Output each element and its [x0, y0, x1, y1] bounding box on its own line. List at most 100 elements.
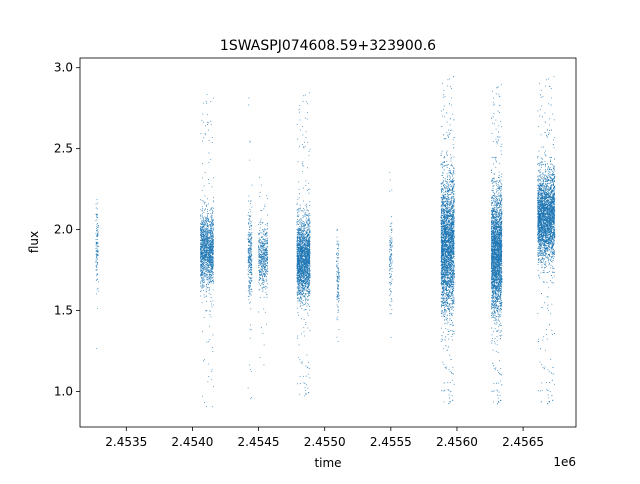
data-point: [391, 267, 393, 269]
data-point: [307, 224, 309, 226]
data-point: [308, 256, 310, 257]
data-point: [304, 235, 306, 237]
data-point: [201, 240, 203, 242]
data-point: [297, 272, 298, 274]
data-point: [337, 267, 339, 269]
data-point: [211, 231, 213, 233]
data-point: [300, 284, 302, 286]
data-point: [209, 258, 211, 260]
data-point: [389, 258, 391, 260]
data-point: [336, 254, 337, 255]
data-point: [212, 267, 213, 269]
data-point: [306, 283, 308, 285]
data-point: [296, 243, 298, 245]
data-point: [309, 256, 311, 258]
data-point: [205, 223, 207, 225]
data-point: [200, 223, 202, 225]
data-point: [297, 270, 299, 272]
data-point: [298, 230, 300, 232]
data-point: [298, 242, 300, 244]
data-point: [298, 262, 299, 264]
data-point: [202, 278, 204, 280]
data-point: [305, 277, 307, 278]
data-point: [248, 256, 250, 257]
data-point: [302, 164, 304, 166]
data-point: [212, 232, 213, 234]
data-point: [300, 233, 302, 235]
data-point: [212, 212, 213, 214]
data-point: [201, 244, 202, 246]
data-point: [265, 241, 267, 243]
data-point: [299, 263, 300, 265]
data-point: [307, 243, 309, 245]
data-point: [267, 223, 269, 225]
data-point: [298, 278, 299, 280]
data-point: [389, 277, 390, 279]
data-point: [303, 258, 305, 260]
data-point: [259, 262, 261, 264]
data-point: [201, 270, 202, 272]
data-point: [209, 269, 211, 271]
data-point: [204, 260, 206, 262]
data-point: [337, 283, 338, 285]
data-point: [298, 251, 300, 253]
data-point: [211, 137, 213, 138]
data-point: [209, 244, 211, 246]
data-point: [297, 245, 299, 246]
data-point: [391, 247, 393, 249]
data-point: [389, 190, 391, 192]
data-point: [309, 268, 310, 269]
data-point: [96, 228, 97, 229]
data-point: [309, 237, 310, 239]
data-point: [258, 241, 260, 243]
data-point: [304, 294, 306, 296]
data-point: [249, 208, 251, 210]
data-point: [302, 269, 304, 271]
data-point: [200, 270, 202, 271]
data-point: [249, 328, 251, 330]
data-point: [209, 271, 211, 273]
data-point: [209, 249, 211, 251]
data-point: [201, 267, 203, 269]
data-point: [307, 290, 309, 291]
data-point: [306, 112, 308, 113]
data-point: [308, 368, 310, 369]
data-point: [249, 280, 251, 282]
data-point: [207, 258, 209, 260]
data-point: [307, 296, 308, 298]
data-point: [265, 236, 267, 237]
data-point: [303, 237, 305, 238]
data-point: [264, 262, 266, 264]
data-point: [302, 242, 304, 244]
data-point: [300, 260, 302, 262]
data-point: [208, 218, 210, 219]
data-point: [260, 264, 262, 265]
data-point: [95, 253, 97, 255]
data-point: [210, 279, 212, 281]
data-point: [247, 249, 249, 251]
data-point: [298, 224, 300, 225]
data-point: [389, 304, 390, 306]
data-point: [299, 276, 300, 278]
data-point: [202, 102, 204, 104]
data-point: [306, 268, 308, 270]
data-point: [307, 226, 309, 228]
data-point: [211, 264, 212, 265]
data-point: [307, 281, 309, 283]
data-point: [207, 381, 209, 383]
data-point: [263, 261, 265, 262]
data-point: [206, 121, 208, 123]
data-point: [258, 267, 260, 268]
data-point: [306, 263, 308, 265]
data-point: [202, 237, 204, 238]
data-point: [302, 284, 303, 286]
data-point: [248, 252, 250, 254]
data-point: [211, 237, 213, 238]
data-point: [301, 233, 303, 235]
data-point: [212, 272, 213, 274]
data-point: [262, 252, 264, 254]
data-point: [97, 236, 98, 237]
data-point: [304, 268, 306, 269]
data-point: [205, 285, 207, 287]
data-point: [212, 258, 214, 260]
